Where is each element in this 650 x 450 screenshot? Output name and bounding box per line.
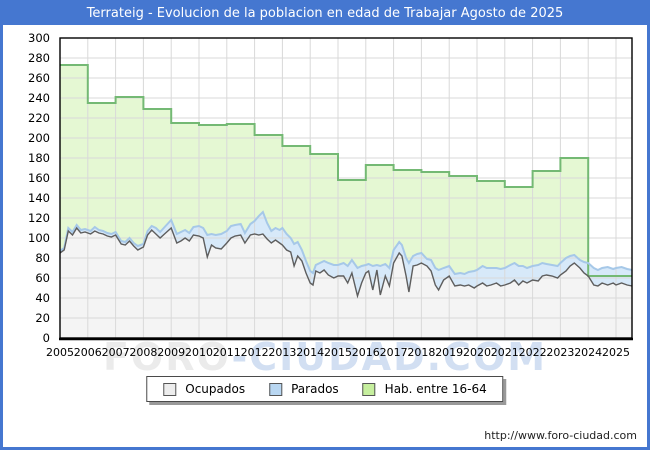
svg-text:2022: 2022 [519,346,547,359]
svg-text:2014: 2014 [296,346,324,359]
svg-text:260: 260 [28,71,50,85]
svg-text:100: 100 [28,231,50,245]
population-chart-svg: 0 20 40 60 80 100 120 140 160 180 200 220 240 260 280 3… [28,31,633,359]
svg-text:2017: 2017 [380,346,408,359]
watermark-part2: -CIUDAD.COM [231,335,548,379]
chart-title: Terrateig - Evolucion de la poblacion en… [3,3,647,25]
svg-text:2005: 2005 [46,346,74,359]
svg-text:2021: 2021 [491,346,519,359]
legend-item-hab[interactable]: Hab. entre 16-64 [362,382,487,396]
legend-item-parados[interactable]: Parados [269,382,339,396]
svg-text:60: 60 [35,271,50,285]
svg-text:2018: 2018 [407,346,435,359]
svg-text:2010: 2010 [185,346,213,359]
legend-item-ocupados[interactable]: Ocupados [163,382,245,396]
svg-text:2019: 2019 [435,346,463,359]
svg-text:240: 240 [28,91,50,105]
svg-text:2023: 2023 [546,346,574,359]
svg-text:180: 180 [28,151,50,165]
svg-text:2020: 2020 [463,346,491,359]
svg-text:140: 140 [28,191,50,205]
svg-text:20: 20 [35,311,50,325]
foro-ciudad-watermark: FORO-CIUDAD.COM [3,335,647,379]
svg-text:2015: 2015 [324,346,352,359]
foro-ciudad-url[interactable]: http://www.foro-ciudad.com [484,429,637,442]
svg-text:2012: 2012 [241,346,269,359]
legend-label-ocupados: Ocupados [185,382,246,396]
svg-text:2013: 2013 [268,346,296,359]
svg-text:2007: 2007 [102,346,130,359]
svg-text:280: 280 [28,51,50,65]
svg-text:2011: 2011 [213,346,241,359]
watermark-part1: FORO [102,335,232,379]
svg-text:200: 200 [28,131,50,145]
legend-label-hab: Hab. entre 16-64 [384,382,487,396]
svg-text:0: 0 [43,331,50,345]
svg-text:220: 220 [28,111,50,125]
svg-text:2016: 2016 [352,346,380,359]
ocupados-swatch-icon [163,382,177,396]
svg-text:80: 80 [35,251,50,265]
svg-text:120: 120 [28,211,50,225]
parados-swatch-icon [269,382,283,396]
svg-text:2008: 2008 [129,346,157,359]
svg-text:40: 40 [35,291,50,305]
svg-text:2025: 2025 [602,346,630,359]
svg-text:2006: 2006 [74,346,102,359]
legend-label-parados: Parados [291,382,339,396]
svg-text:160: 160 [28,171,50,185]
chart-legend: Ocupados Parados Hab. entre 16-64 [146,376,504,402]
svg-text:2009: 2009 [157,346,185,359]
svg-text:2024: 2024 [574,346,602,359]
svg-text:300: 300 [28,31,50,45]
hab-swatch-icon [362,382,376,396]
